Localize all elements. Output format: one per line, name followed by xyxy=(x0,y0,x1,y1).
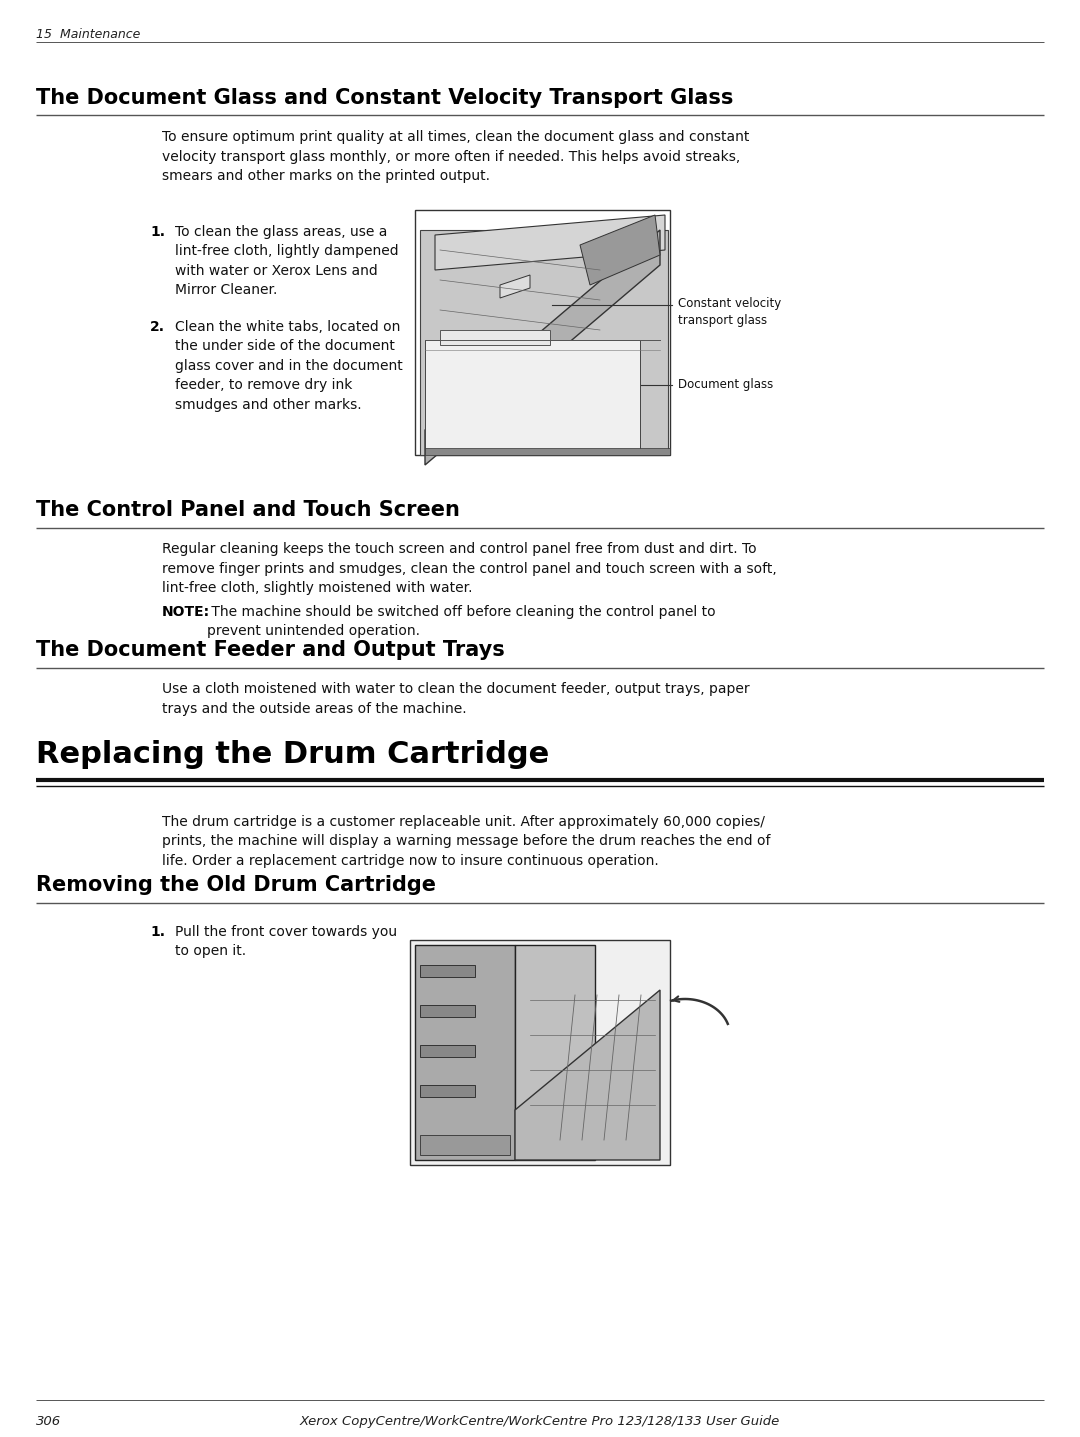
Text: 306: 306 xyxy=(36,1415,62,1428)
Bar xyxy=(420,1004,475,1017)
Bar xyxy=(420,966,475,977)
Text: Removing the Old Drum Cartridge: Removing the Old Drum Cartridge xyxy=(36,875,436,895)
Polygon shape xyxy=(426,341,640,450)
Text: Xerox CopyCentre/WorkCentre/WorkCentre Pro 123/128/133 User Guide: Xerox CopyCentre/WorkCentre/WorkCentre P… xyxy=(300,1415,780,1428)
Polygon shape xyxy=(426,230,660,466)
Bar xyxy=(515,946,595,1160)
Text: Document glass: Document glass xyxy=(678,378,773,391)
Text: 1.: 1. xyxy=(150,925,165,938)
Polygon shape xyxy=(440,331,550,345)
Text: The Document Feeder and Output Trays: The Document Feeder and Output Trays xyxy=(36,639,504,660)
Polygon shape xyxy=(515,990,660,1160)
Text: 2.: 2. xyxy=(150,320,165,333)
Text: NOTE:: NOTE: xyxy=(162,605,211,619)
Text: Replacing the Drum Cartridge: Replacing the Drum Cartridge xyxy=(36,740,550,769)
Text: 15  Maintenance: 15 Maintenance xyxy=(36,27,140,42)
Text: To ensure optimum print quality at all times, clean the document glass and const: To ensure optimum print quality at all t… xyxy=(162,129,750,182)
Bar xyxy=(415,946,515,1160)
Text: The Document Glass and Constant Velocity Transport Glass: The Document Glass and Constant Velocity… xyxy=(36,88,733,108)
Text: Use a cloth moistened with water to clean the document feeder, output trays, pap: Use a cloth moistened with water to clea… xyxy=(162,683,750,716)
Bar xyxy=(410,940,670,1165)
Text: To clean the glass areas, use a
lint-free cloth, lightly dampened
with water or : To clean the glass areas, use a lint-fre… xyxy=(175,226,399,297)
Bar xyxy=(420,1135,510,1155)
Bar xyxy=(420,1085,475,1096)
Text: 1.: 1. xyxy=(150,226,165,239)
Text: Constant velocity
transport glass: Constant velocity transport glass xyxy=(678,297,781,328)
Text: The machine should be switched off before cleaning the control panel to
prevent : The machine should be switched off befor… xyxy=(207,605,716,638)
Polygon shape xyxy=(426,448,670,456)
Text: Pull the front cover towards you
to open it.: Pull the front cover towards you to open… xyxy=(175,925,397,958)
Polygon shape xyxy=(420,230,669,456)
Polygon shape xyxy=(435,216,665,270)
Polygon shape xyxy=(500,274,530,297)
Text: The drum cartridge is a customer replaceable unit. After approximately 60,000 co: The drum cartridge is a customer replace… xyxy=(162,815,770,868)
Text: Regular cleaning keeps the touch screen and control panel free from dust and dir: Regular cleaning keeps the touch screen … xyxy=(162,542,777,595)
Polygon shape xyxy=(580,216,660,285)
Bar xyxy=(415,210,670,456)
Bar xyxy=(420,1045,475,1058)
Text: Clean the white tabs, located on
the under side of the document
glass cover and : Clean the white tabs, located on the und… xyxy=(175,320,403,412)
Text: The Control Panel and Touch Screen: The Control Panel and Touch Screen xyxy=(36,500,460,520)
